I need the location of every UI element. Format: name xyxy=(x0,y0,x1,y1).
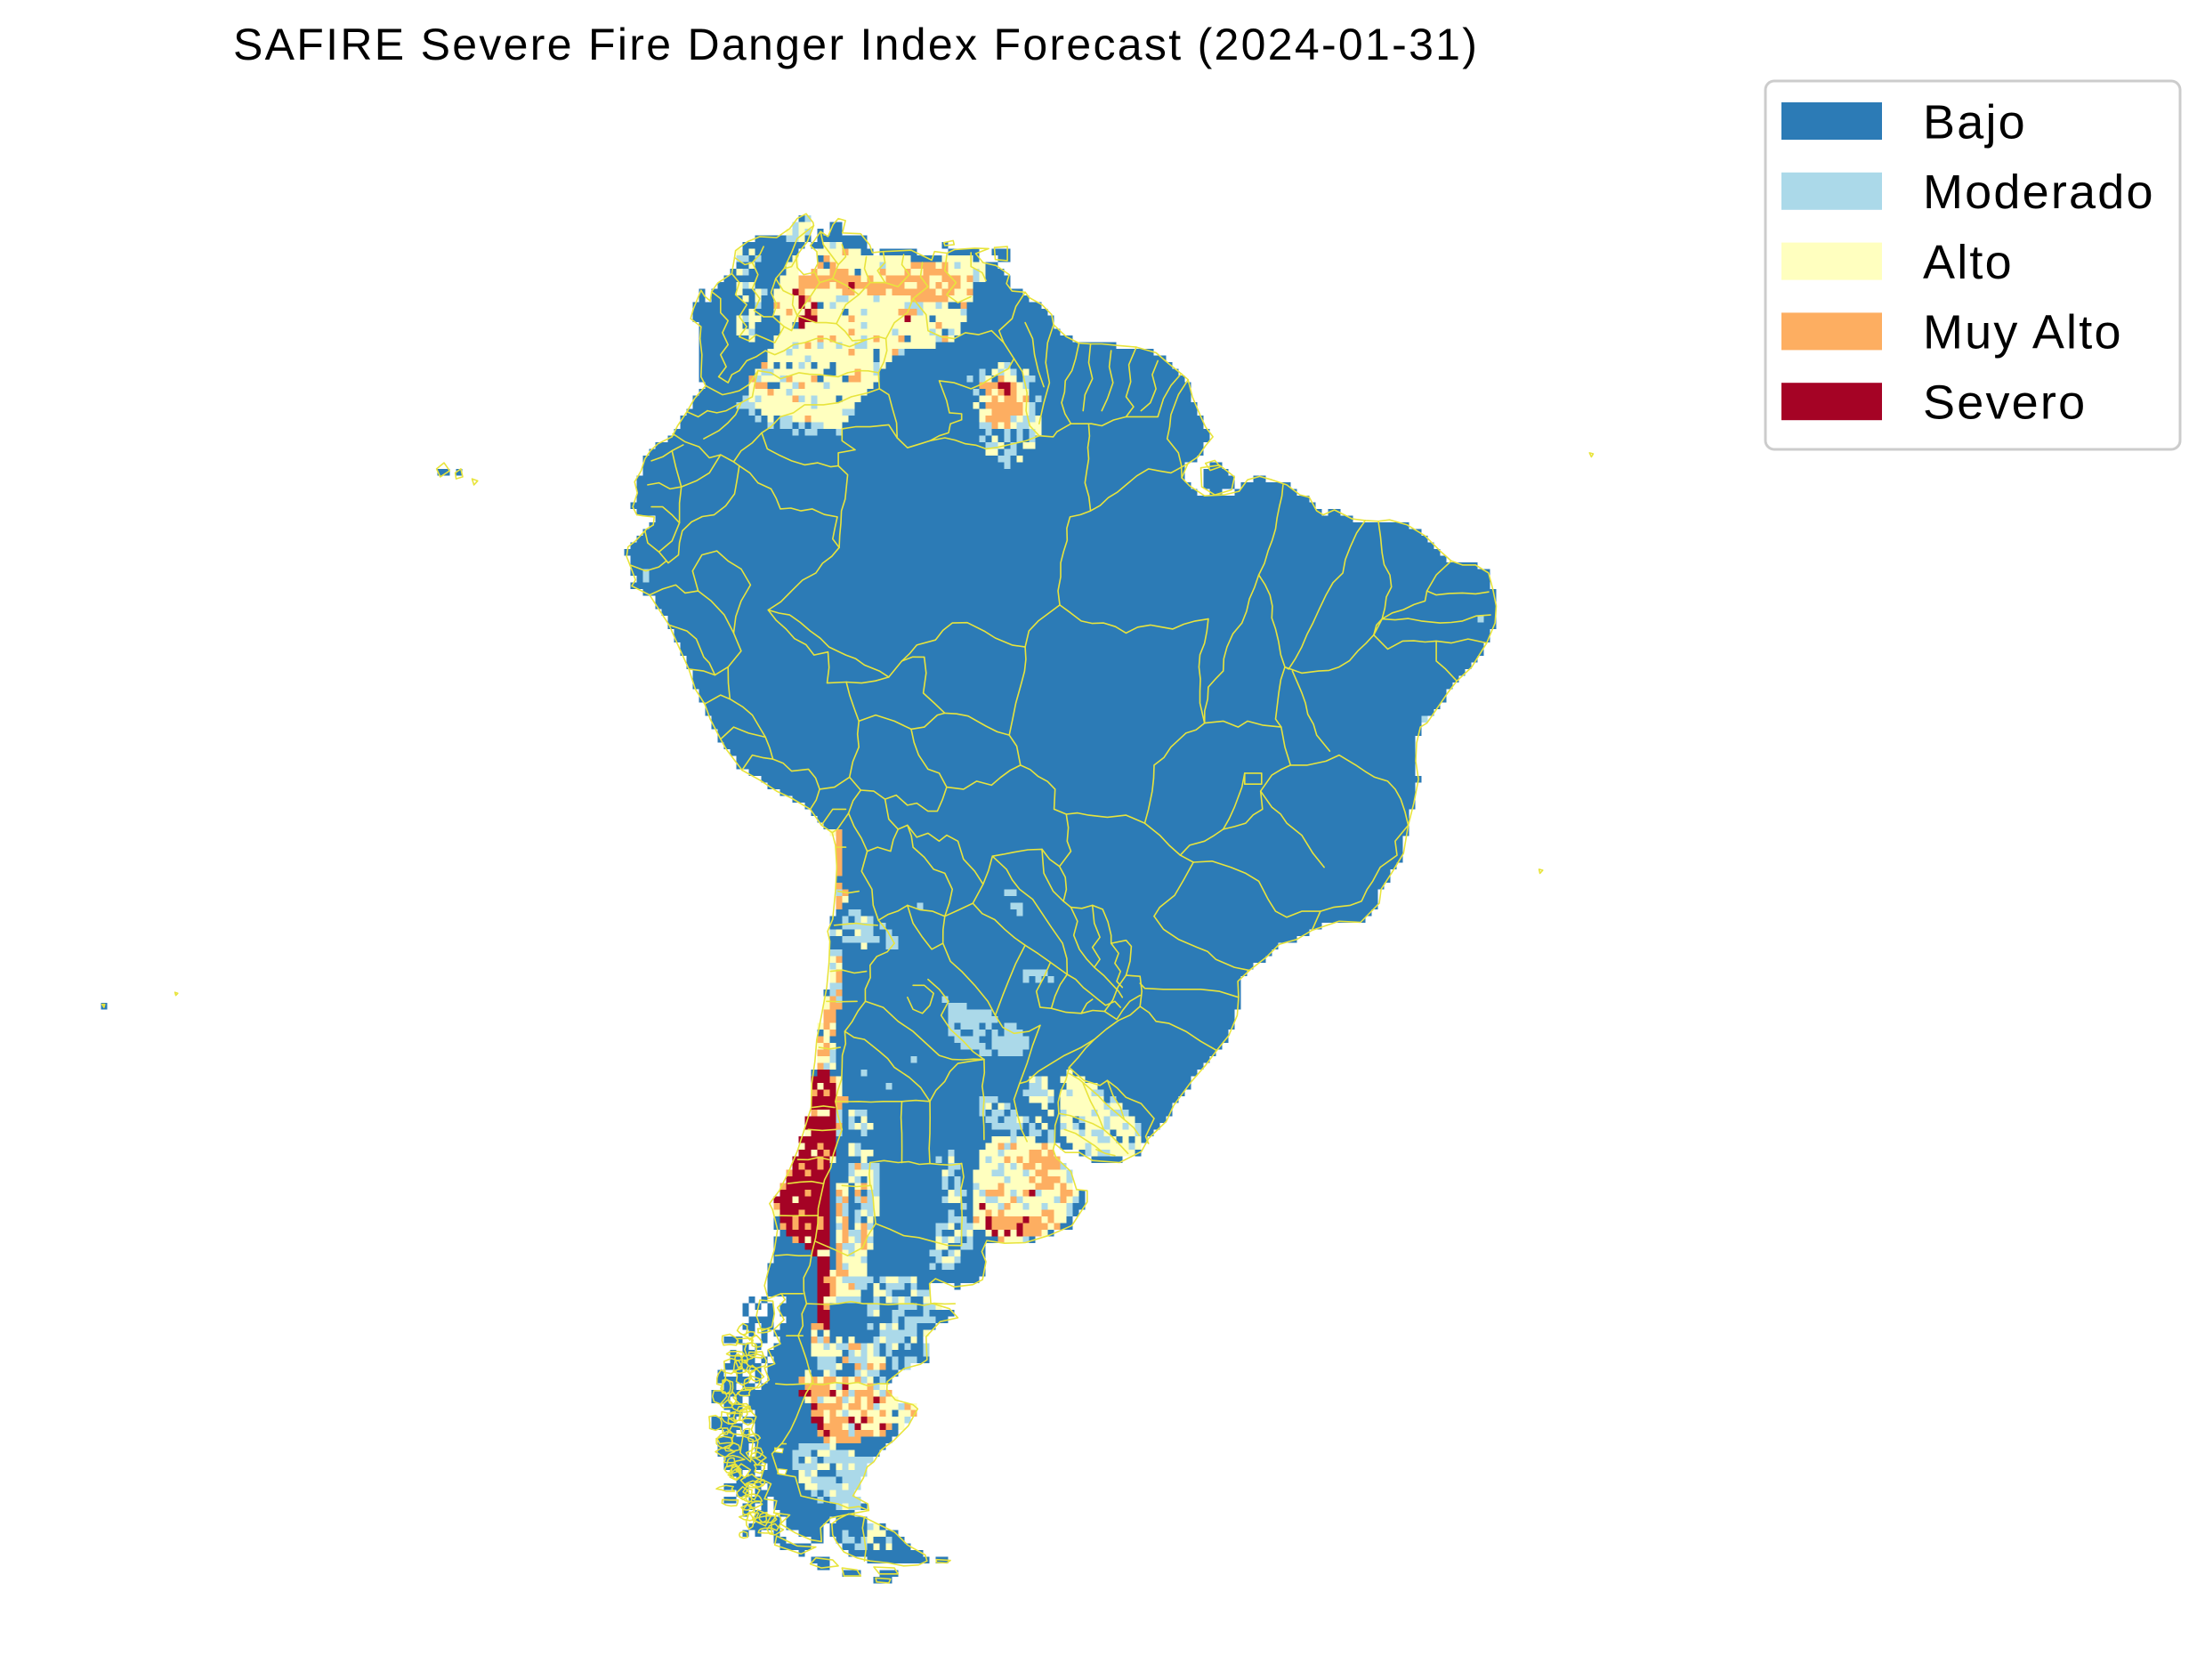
svg-text:Alto: Alto xyxy=(1923,236,2014,289)
svg-text:Severo: Severo xyxy=(1923,376,2087,430)
svg-text:SAFIRE Severe Fire Danger Inde: SAFIRE Severe Fire Danger Index Forecast… xyxy=(233,20,1479,69)
svg-text:Moderado: Moderado xyxy=(1923,166,2155,219)
svg-text:Bajo: Bajo xyxy=(1923,95,2027,149)
svg-text:Muy Alto: Muy Alto xyxy=(1923,306,2123,359)
